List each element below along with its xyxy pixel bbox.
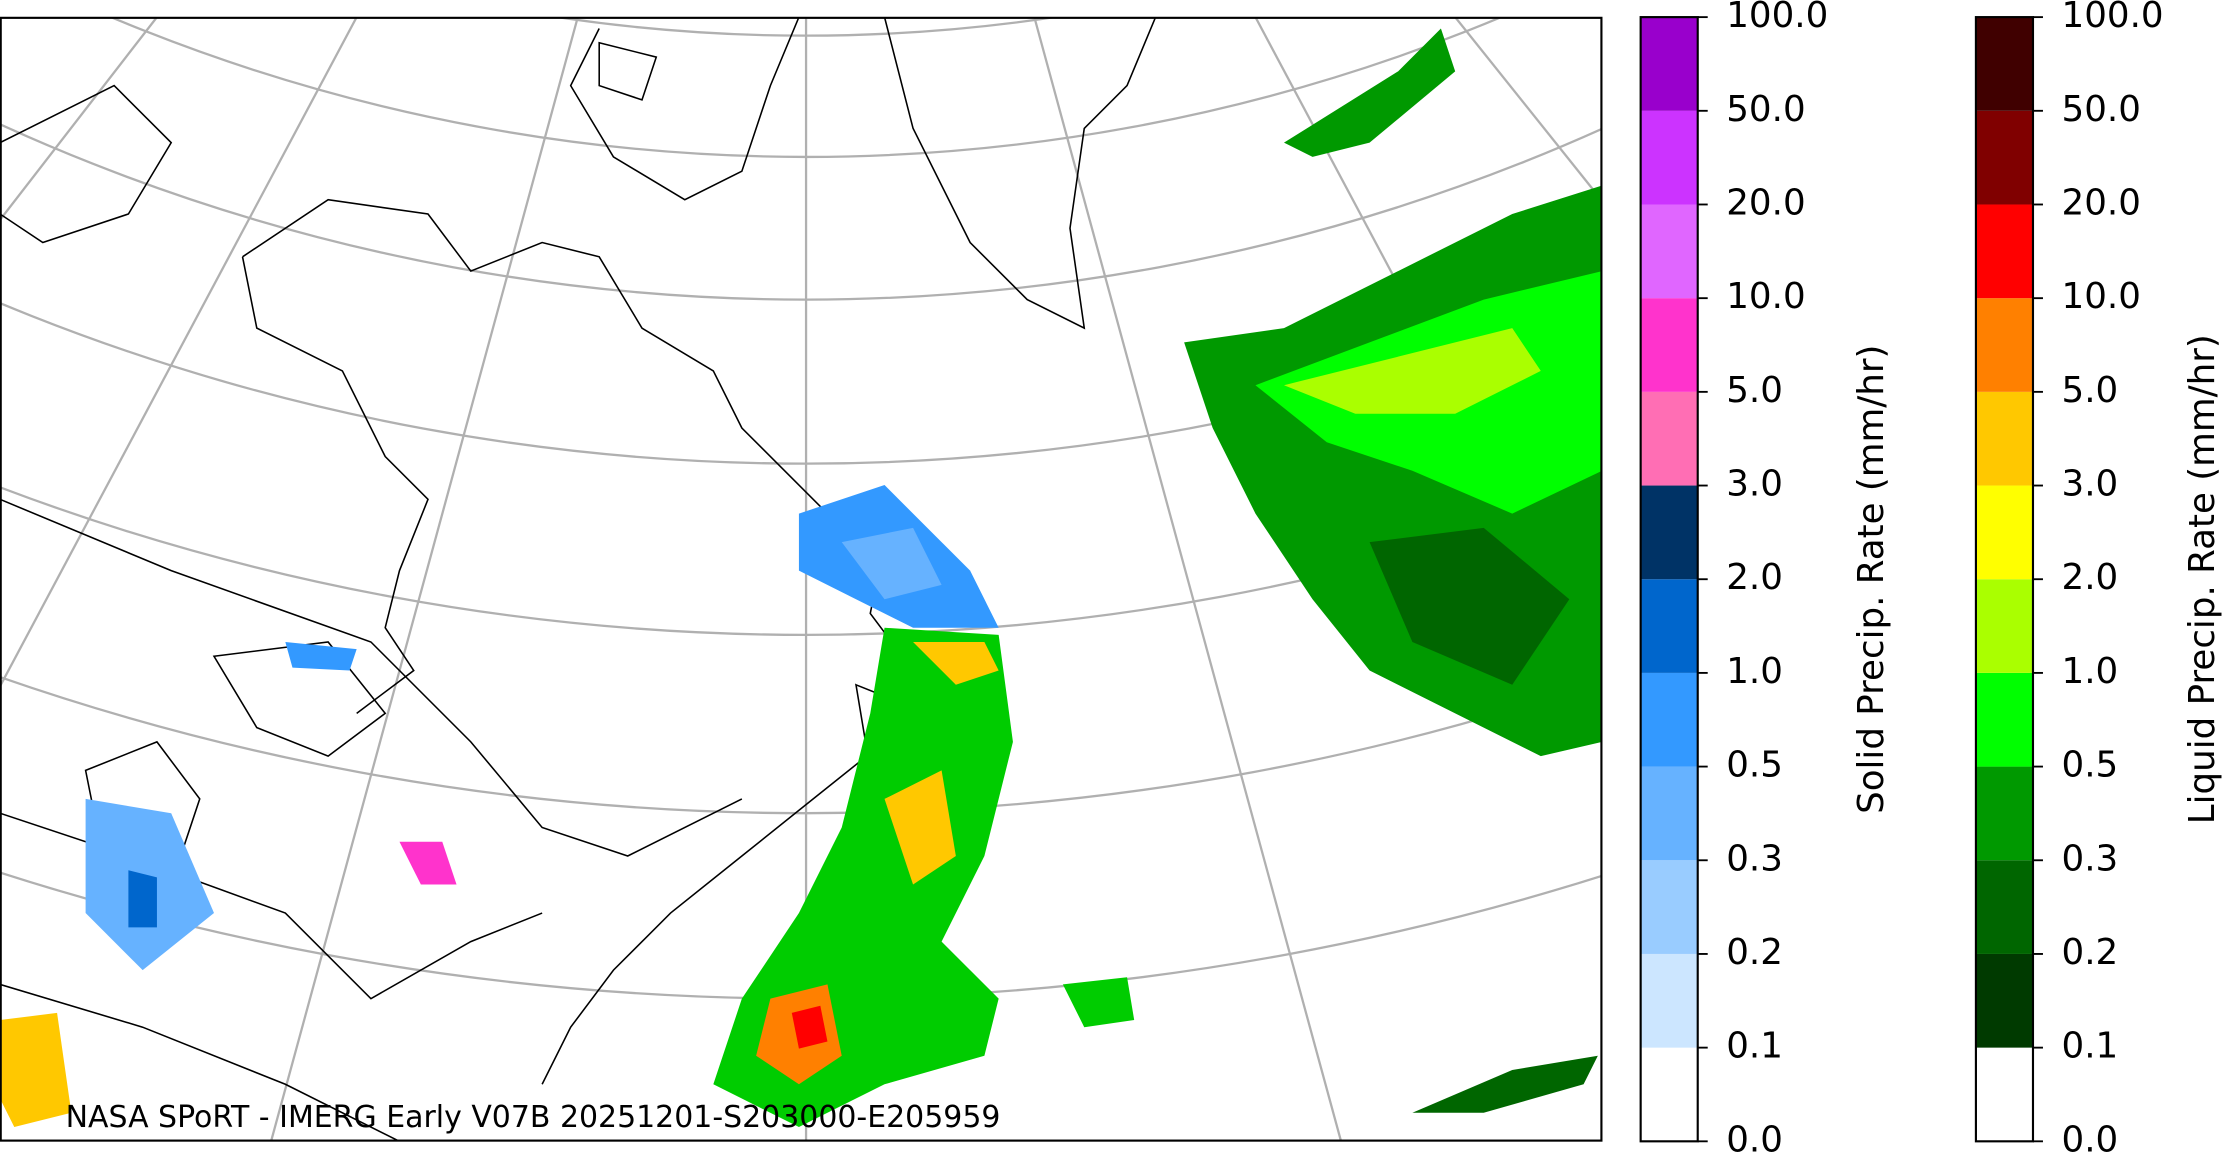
colorbar-tick-label: 100.0 [2062,0,2164,36]
colorbar-segment [1975,485,2033,580]
colorbar-tick-label: 5.0 [1726,370,1783,411]
colorbar-segment [1975,110,2033,205]
colorbar-tick-label: 10.0 [2062,276,2141,317]
colorbar-tick-label: 0.2 [1726,932,1783,973]
liquid-field [1412,1055,1598,1113]
colorbar-segment [1640,579,1698,673]
solid-field [841,527,942,600]
colorbar-tick-label: 1.0 [1726,651,1783,692]
colorbar-segment [1640,298,1698,392]
map-area: NASA SPoRT - IMERG Early V07B 20251201-S… [0,17,1603,1142]
colorbar-segment [1975,298,2033,392]
colorbar-tick-label: 0.0 [2062,1119,2119,1160]
colorbar-tick-label: 50.0 [1726,89,1805,130]
liquid-field [1283,28,1456,157]
colorbar-tick-label: 50.0 [2062,89,2141,130]
colorbar-segment [1640,17,1698,111]
map-caption: NASA SPoRT - IMERG Early V07B 20251201-S… [66,1100,1001,1135]
colorbar-segment [1640,110,1698,205]
colorbar-tick-label: 0.5 [2062,745,2119,786]
map-frame [0,16,1603,1142]
liquid-field [0,1012,72,1128]
colorbar-tick-label: 20.0 [1726,182,1805,223]
colorbar-segment [1975,672,2033,767]
colorbar-segment [1640,391,1698,486]
colorbar-tick-label: 100.0 [1726,0,1828,36]
liquid-field [1062,977,1135,1028]
colorbar-segment [1975,953,2033,1048]
colorbar-segment [1640,672,1698,767]
colorbar-tick-label: 10.0 [1726,276,1805,317]
colorbar-segment [1975,391,2033,486]
colorbar-label: Liquid Precip. Rate (mm/hr) [2182,334,2223,824]
colorbar-segment [1640,1047,1698,1142]
liquid-field [1283,328,1541,414]
colorbar-segment [1640,953,1698,1048]
colorbar-tick-label: 0.3 [2062,838,2119,879]
coastlines [0,17,1157,1142]
liquid-field [913,641,999,685]
colorbar-segment [1975,204,2033,299]
colorbar-segment [1975,17,2033,111]
colorbar-segment [1975,766,2033,861]
colorbar-segment [1975,1047,2033,1142]
solid-field [399,841,457,885]
colorbar-segment [1975,860,2033,954]
liquid-field [791,1005,828,1049]
colorbar-segment [1640,485,1698,580]
colorbar-tick-label: 2.0 [2062,557,2119,598]
liquid-field [884,770,956,885]
colorbar-tick-label: 0.2 [2062,932,2119,973]
colorbar-segment [1640,204,1698,299]
colorbar-segment [1640,766,1698,861]
colorbar-tick-label: 3.0 [2062,464,2119,505]
liquid-field [1369,527,1570,685]
colorbar-tick-label: 0.1 [2062,1026,2119,1067]
colorbar-tick-label: 5.0 [2062,370,2119,411]
colorbar-label: Solid Precip. Rate (mm/hr) [1851,345,1892,814]
colorbar-segment [1975,579,2033,673]
precipitation [0,28,1603,1128]
colorbar-tick-label: 0.1 [1726,1026,1783,1067]
colorbar-tick-label: 0.5 [1726,745,1783,786]
colorbar-tick-label: 0.0 [1726,1119,1783,1160]
colorbar-segment [1640,860,1698,954]
colorbar-tick-label: 3.0 [1726,464,1783,505]
colorbar-tick-label: 2.0 [1726,557,1783,598]
solid-field [128,870,157,928]
colorbar-tick-label: 0.3 [1726,838,1783,879]
solid-field [285,641,357,671]
colorbar-tick-label: 1.0 [2062,651,2119,692]
colorbar-tick-label: 20.0 [2062,182,2141,223]
